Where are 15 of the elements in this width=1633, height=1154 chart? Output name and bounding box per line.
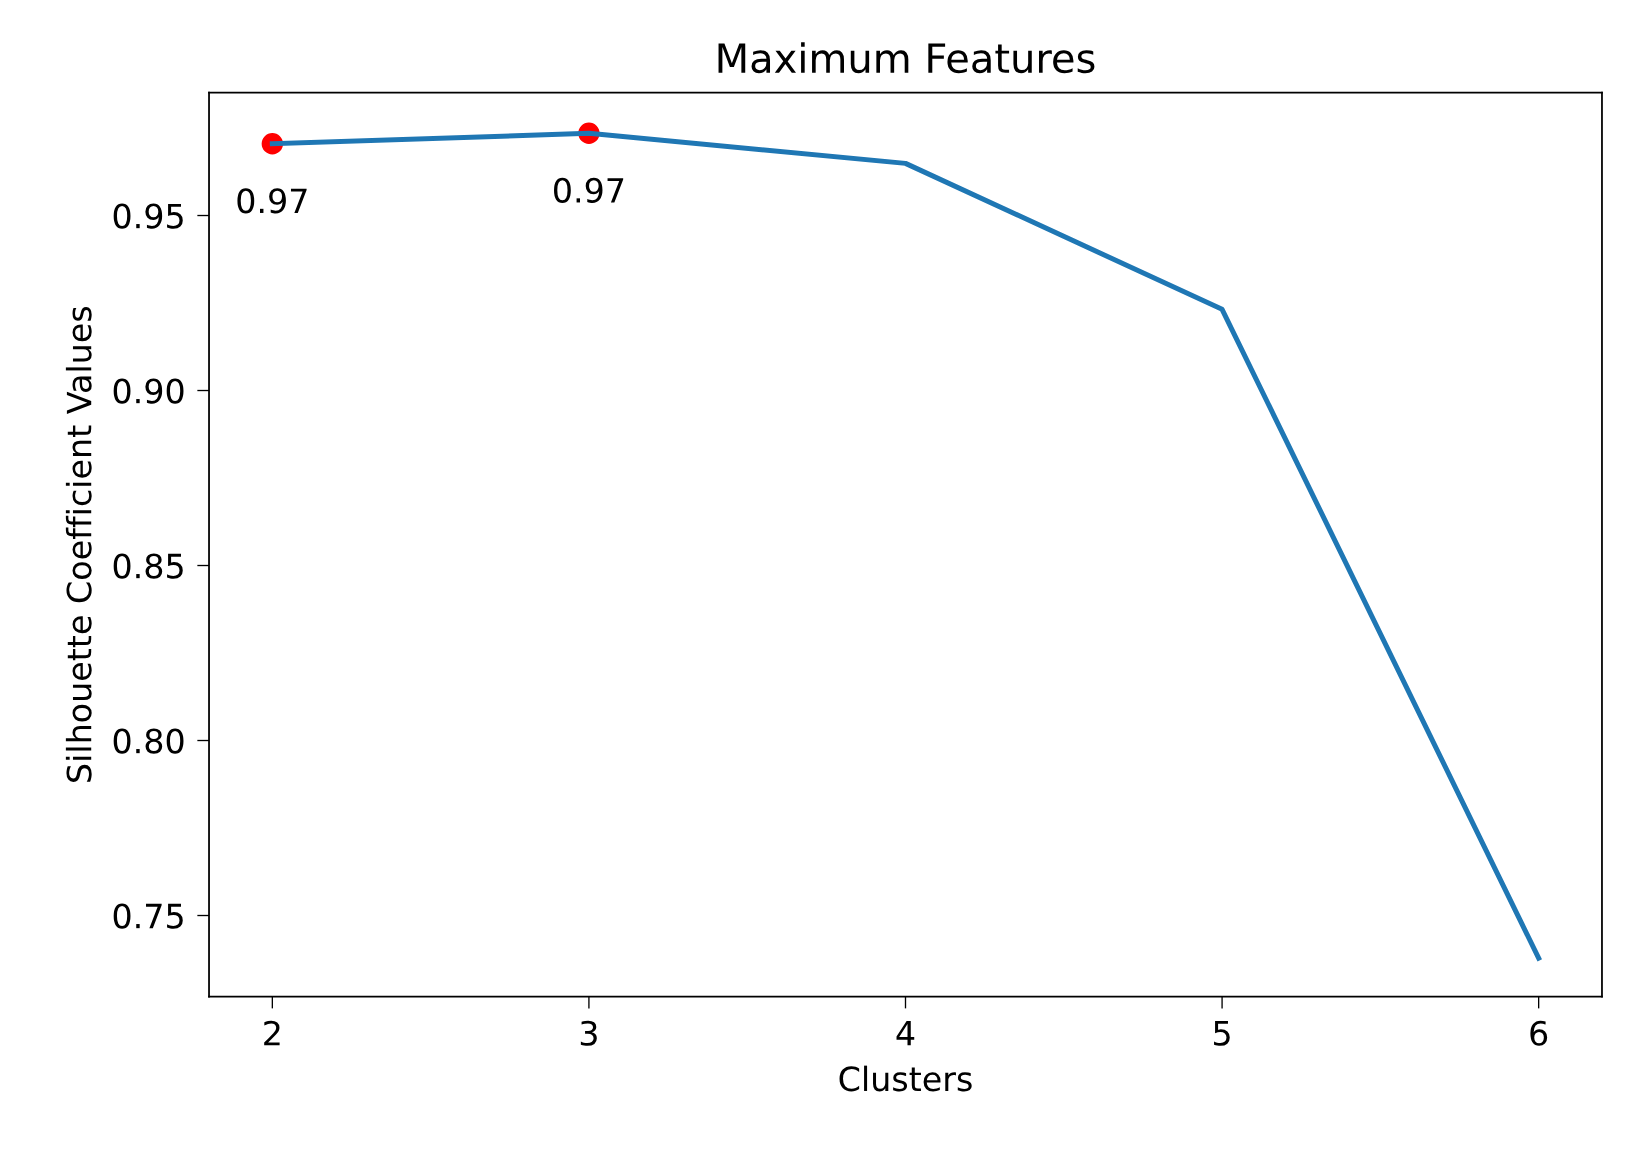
x-tick-label: 2 — [264, 1020, 280, 1046]
y-tick-label: 0.90 — [113, 378, 184, 404]
x-tick-label: 4 — [896, 1021, 915, 1046]
data-label: 0.97 — [554, 177, 624, 203]
y-tick-label: 0.80 — [113, 728, 184, 754]
x-tick-label: 6 — [1530, 1020, 1548, 1046]
x-tick-label: 5 — [1214, 1021, 1230, 1046]
x-tick-label: 3 — [580, 1020, 597, 1046]
chart-title: Maximum Features — [718, 42, 1095, 74]
y-axis-title: Silhouette Coefficient Values — [65, 306, 92, 782]
x-axis-title: Clusters — [839, 1065, 972, 1092]
data-label: 0.97 — [237, 188, 307, 214]
y-tick-label: 0.95 — [113, 203, 183, 229]
y-tick-label: 0.75 — [113, 903, 183, 929]
y-tick-label: 0.85 — [113, 553, 183, 579]
